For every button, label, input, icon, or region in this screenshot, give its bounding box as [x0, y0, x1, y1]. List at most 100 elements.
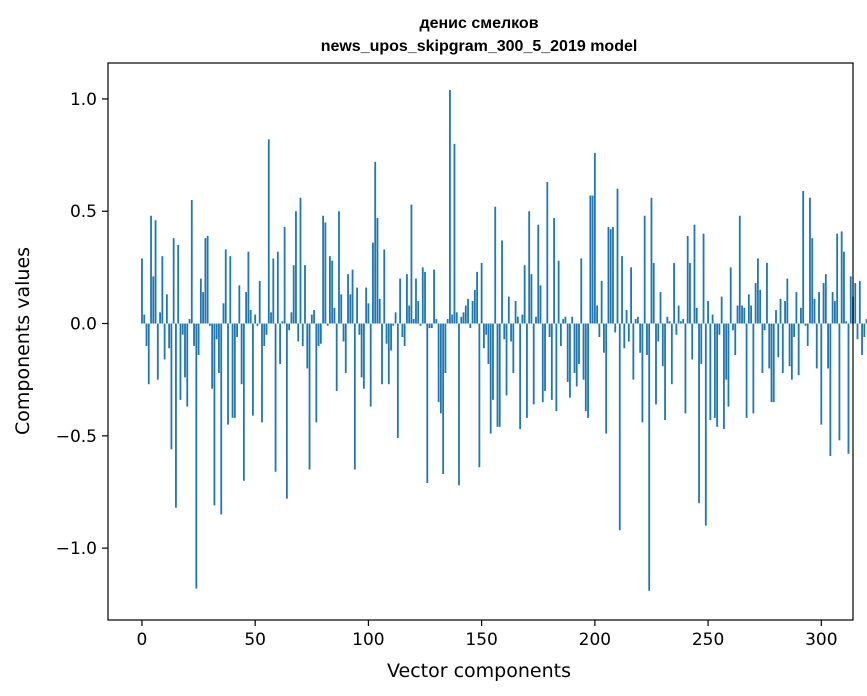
bar [503, 323, 506, 340]
bar [233, 323, 236, 418]
bar [349, 294, 352, 324]
bar [467, 298, 469, 324]
bar [394, 312, 397, 324]
x-axis-label: Vector components [387, 660, 571, 682]
bar [578, 323, 580, 364]
x-tick-label: 100 [352, 630, 384, 650]
bar [863, 323, 866, 338]
bar [718, 323, 721, 335]
bar [471, 301, 474, 324]
bar [295, 211, 297, 324]
bar [206, 235, 209, 324]
bar [473, 289, 476, 324]
bar [342, 323, 345, 342]
bar [240, 323, 243, 385]
bar [824, 274, 827, 324]
bar [304, 265, 306, 324]
bar [589, 195, 592, 324]
bar [856, 323, 859, 340]
bar [609, 229, 612, 324]
bar [227, 323, 229, 425]
bar [544, 323, 546, 391]
bar [605, 323, 608, 434]
bar [557, 260, 560, 324]
bar [464, 305, 467, 324]
bar [668, 321, 671, 324]
bar [455, 312, 458, 324]
bar [641, 323, 644, 423]
bar [802, 191, 805, 324]
bar [261, 323, 263, 423]
x-tick-label: 0 [137, 630, 148, 650]
bar [689, 262, 691, 324]
bar [655, 323, 657, 405]
y-tick-label: 0.0 [70, 315, 97, 335]
bar [406, 274, 408, 324]
bar [555, 323, 558, 412]
bar [838, 323, 841, 441]
bar [215, 323, 218, 340]
bar [442, 323, 445, 475]
bar [702, 233, 705, 324]
bar [514, 301, 517, 324]
bar [847, 323, 850, 454]
bar [367, 303, 370, 324]
x-tick-label: 150 [465, 630, 497, 650]
bar [417, 301, 420, 324]
bar [351, 269, 354, 324]
bar [763, 323, 766, 331]
bar [437, 323, 440, 403]
bar [736, 305, 739, 324]
bar [788, 323, 791, 367]
bar [489, 323, 492, 434]
bar [256, 323, 259, 326]
bar [496, 323, 499, 427]
bar [154, 220, 157, 324]
x-tick-label: 250 [692, 630, 724, 650]
bar [806, 323, 809, 346]
bar [580, 258, 583, 324]
bar [163, 323, 166, 360]
bar [197, 323, 200, 355]
bar [236, 323, 238, 338]
bar [512, 323, 515, 373]
bar [376, 217, 379, 324]
bar [340, 294, 343, 324]
bar [147, 323, 150, 385]
bar [634, 319, 637, 324]
bar [412, 319, 415, 324]
bar [759, 289, 762, 324]
bar [150, 215, 152, 324]
bar [451, 314, 454, 324]
bar [270, 312, 272, 324]
bar [686, 235, 689, 324]
bar [675, 323, 678, 335]
bar [399, 278, 402, 324]
bar [430, 323, 433, 329]
bar [627, 323, 630, 342]
plot-frame [107, 62, 854, 621]
bar [353, 323, 356, 470]
bar [614, 323, 617, 333]
bar [247, 251, 250, 324]
bar [756, 258, 759, 324]
bar [288, 323, 291, 331]
bar [485, 323, 488, 335]
bar [145, 323, 148, 346]
bar [245, 292, 248, 324]
bar [752, 323, 755, 414]
bar [435, 319, 438, 324]
bar [652, 262, 655, 324]
bar [738, 215, 741, 324]
bar [811, 238, 814, 324]
bar [505, 323, 508, 396]
chart-subtitle: news_upos_skipgram_300_5_2019 model [321, 38, 638, 55]
bar [661, 323, 664, 367]
bar [331, 260, 334, 324]
bar [598, 323, 601, 338]
bar [815, 323, 818, 369]
bar [659, 292, 662, 324]
bar [480, 262, 483, 324]
bar [539, 285, 542, 324]
